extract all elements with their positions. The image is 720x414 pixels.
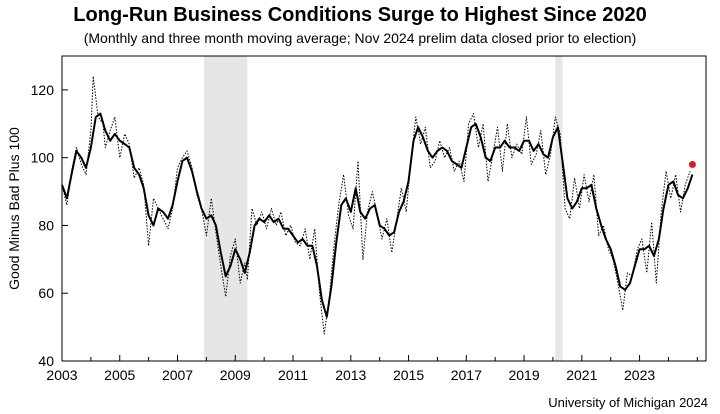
- x-tick-label-2003: 2003: [46, 367, 77, 383]
- y-tick-label-120: 120: [31, 82, 55, 98]
- x-tick-label-2011: 2011: [278, 367, 308, 383]
- y-axis-title: Good Minus Bad Plus 100: [6, 127, 22, 290]
- y-tick-label-80: 80: [38, 217, 54, 233]
- x-tick-label-2019: 2019: [508, 367, 539, 383]
- monthly-series-line: [61, 75, 691, 335]
- x-tick-label-2007: 2007: [162, 367, 193, 383]
- y-tick-label-60: 60: [38, 285, 54, 301]
- moving-average-line: [61, 112, 694, 318]
- source-note: University of Michigan 2024: [548, 395, 708, 410]
- y-axis: 40 60 80 100 120: [31, 82, 68, 369]
- x-tick-label-2023: 2023: [624, 367, 655, 383]
- recession-band-1: [555, 56, 563, 361]
- series-lines: [61, 75, 694, 335]
- y-tick-label-40: 40: [38, 353, 54, 369]
- x-tick-label-2017: 2017: [451, 367, 482, 383]
- recession-bands: [204, 56, 563, 361]
- latest-point-marker: [688, 160, 696, 168]
- latest-point-highlight: [688, 160, 696, 168]
- chart-subtitle: (Monthly and three month moving average;…: [83, 30, 637, 46]
- x-tick-label-2021: 2021: [566, 367, 597, 383]
- chart-title: Long-Run Business Conditions Surge to Hi…: [73, 4, 647, 26]
- x-axis: 2003 2005 2007 2009 2011 2013 2015 2017 2019 2021…: [46, 355, 698, 383]
- plot-frame: [61, 55, 707, 362]
- x-tick-label-2013: 2013: [335, 367, 366, 383]
- recession-band-0: [204, 56, 248, 361]
- x-tick-label-2009: 2009: [220, 367, 251, 383]
- x-tick-label-2005: 2005: [104, 367, 135, 383]
- y-tick-label-100: 100: [31, 150, 55, 166]
- x-tick-label-2015: 2015: [393, 367, 424, 383]
